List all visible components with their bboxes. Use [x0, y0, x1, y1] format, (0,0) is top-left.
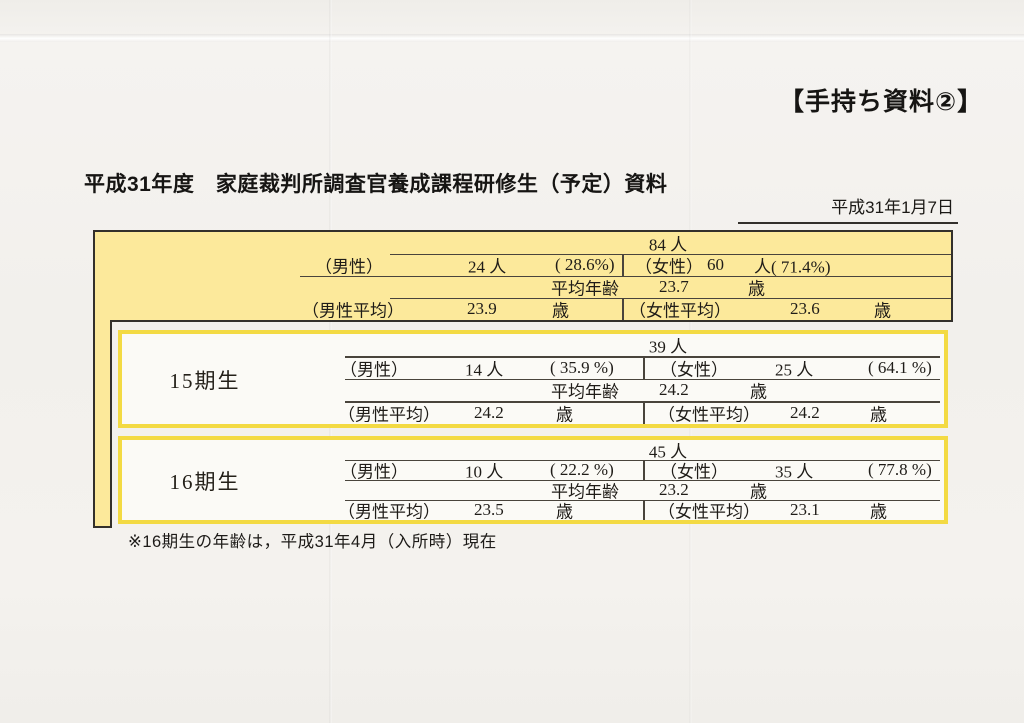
female-percent: ( 64.1 %)	[868, 357, 932, 377]
age-unit: 歳	[874, 301, 891, 321]
age-unit: 歳	[750, 482, 767, 502]
male-average-value: 24.2	[474, 402, 504, 422]
date-underline: 平成31年1月7日	[738, 193, 958, 224]
table-rule	[390, 297, 951, 299]
overall-male-female-row: （男性） 24 人 ( 28.6%) （女性） 60 人( 71.4%)	[95, 254, 951, 277]
female-average-label: （女性平均）	[629, 301, 731, 321]
male-average-label: （男性平均）	[338, 405, 440, 425]
male-count: 10 人	[465, 462, 504, 482]
group-box-16th-class: 16期生 45 人 （男性） 10 人 ( 22.2 %) （女性） 35 人 …	[118, 436, 948, 524]
group-label: 16期生	[169, 470, 241, 495]
page-title: 平成31年度 家庭裁判所調査官養成課程研修生（予定）資料	[84, 173, 668, 196]
overall-total-row: 84 人	[95, 232, 951, 255]
age-unit: 歳	[870, 502, 887, 522]
average-age-label: 平均年齢	[551, 382, 619, 402]
group-male-female-row: （男性） 10 人 ( 22.2 %) （女性） 35 人 ( 77.8 %)	[122, 460, 944, 482]
group-male-female-average-row: （男性平均） 24.2 歳 （女性平均） 24.2 歳	[122, 401, 944, 425]
female-average-value: 23.6	[790, 299, 820, 318]
group-total-count: 45 人	[648, 442, 688, 462]
group-table: 39 人 （男性） 14 人 ( 35.9 %) （女性） 25 人 ( 64.…	[122, 334, 944, 424]
male-percent: ( 22.2 %)	[550, 460, 614, 479]
group-total-count: 39 人	[648, 337, 688, 357]
male-percent: ( 35.9 %)	[550, 357, 614, 377]
male-average-label: （男性平均）	[338, 502, 440, 522]
male-count: 14 人	[465, 360, 504, 380]
yellow-left-strip	[93, 320, 112, 528]
overall-male-female-average-row: （男性平均） 23.9 歳 （女性平均） 23.6 歳	[95, 298, 951, 321]
footnote: ※16期生の年齢は，平成31年4月（入所時）現在	[128, 533, 497, 551]
female-count: 60	[707, 255, 724, 274]
group-male-female-average-row: （男性平均） 23.5 歳 （女性平均） 23.1 歳	[122, 500, 944, 522]
male-average-value: 23.5	[474, 500, 504, 519]
table-rule	[345, 401, 940, 403]
overall-total-count: 84 人	[648, 235, 688, 255]
male-label: （男性）	[315, 257, 383, 277]
group-label: 15期生	[169, 369, 241, 394]
table-rule	[345, 459, 940, 461]
age-unit: 歳	[552, 301, 569, 321]
average-age-value: 23.2	[659, 480, 689, 499]
age-unit: 歳	[556, 502, 573, 522]
female-count: 25 人	[775, 360, 814, 380]
male-label: （男性）	[340, 462, 408, 482]
group-total-row: 39 人	[122, 334, 944, 358]
female-average-label: （女性平均）	[658, 502, 760, 522]
column-divider	[643, 356, 645, 379]
female-label: （女性）	[660, 360, 728, 380]
female-label: （女性）	[635, 257, 703, 277]
group-total-row: 45 人	[122, 440, 944, 462]
age-unit: 歳	[556, 405, 573, 425]
female-average-value: 24.2	[790, 402, 820, 422]
male-label: （男性）	[340, 360, 408, 380]
column-divider	[622, 254, 624, 276]
table-rule	[345, 499, 940, 501]
overall-average-age-row: 平均年齢 23.7 歳	[95, 276, 951, 299]
date-text: 平成31年1月7日	[831, 198, 954, 217]
age-unit: 歳	[750, 382, 767, 402]
female-average-label: （女性平均）	[658, 405, 760, 425]
female-average-value: 23.1	[790, 500, 820, 519]
male-percent: ( 28.6%)	[555, 255, 615, 274]
table-rule	[390, 253, 951, 255]
average-age-value: 23.7	[659, 277, 689, 296]
fold-crease-horizontal	[0, 34, 1024, 42]
female-percent: ( 77.8 %)	[868, 460, 932, 479]
male-average-value: 23.9	[467, 299, 497, 318]
female-unit-percent: 人( 71.4%)	[754, 257, 831, 277]
column-divider	[643, 500, 645, 520]
group-male-female-row: （男性） 14 人 ( 35.9 %) （女性） 25 人 ( 64.1 %)	[122, 356, 944, 380]
handout-corner-tag: 【手持ち資料②】	[779, 88, 984, 116]
column-divider	[643, 401, 645, 424]
male-count: 24 人	[468, 257, 507, 277]
group-average-age-row: 平均年齢 24.2 歳	[122, 379, 944, 403]
female-count: 35 人	[775, 462, 814, 482]
age-unit: 歳	[748, 279, 765, 299]
group-average-age-row: 平均年齢 23.2 歳	[122, 480, 944, 502]
group-table: 45 人 （男性） 10 人 ( 22.2 %) （女性） 35 人 ( 77.…	[122, 440, 944, 522]
female-label: （女性）	[660, 462, 728, 482]
table-rule	[345, 479, 940, 481]
average-age-value: 24.2	[659, 380, 689, 400]
overall-summary-table: 84 人 （男性） 24 人 ( 28.6%) （女性） 60 人( 71.4%…	[93, 230, 953, 322]
group-box-15th-class: 15期生 39 人 （男性） 14 人 ( 35.9 %) （女性） 25 人 …	[118, 330, 948, 428]
average-age-label: 平均年齢	[551, 482, 619, 502]
age-unit: 歳	[870, 405, 887, 425]
male-average-label: （男性平均）	[302, 301, 404, 321]
table-rule	[345, 378, 940, 380]
average-age-label: 平均年齢	[551, 279, 619, 299]
column-divider	[643, 460, 645, 480]
column-divider	[622, 298, 624, 320]
table-rule	[345, 356, 940, 358]
table-rule	[300, 275, 951, 277]
